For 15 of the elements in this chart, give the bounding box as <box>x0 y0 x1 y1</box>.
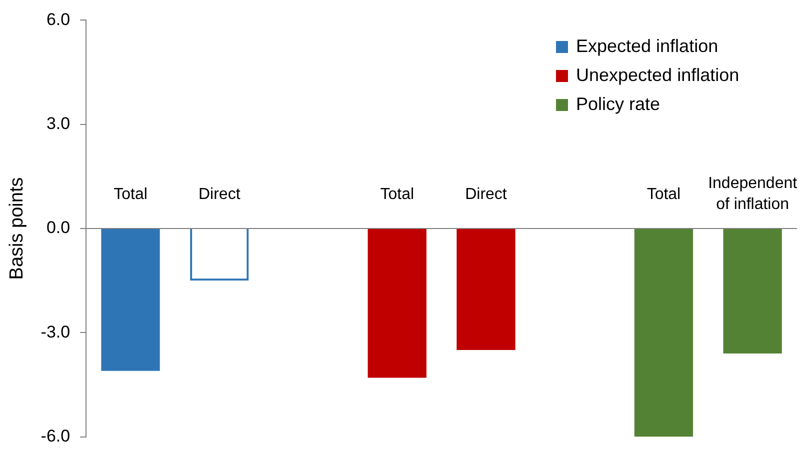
legend-label: Expected inflation <box>576 36 718 57</box>
x-tick-label: Total <box>380 186 414 203</box>
x-tick-label: Direct <box>465 186 508 203</box>
x-tick-label: Independent of inflation <box>708 174 798 213</box>
y-axis-title: Basis points <box>6 177 28 280</box>
x-tick-label: Total <box>114 186 148 203</box>
y-tick-label: 3.0 <box>46 114 70 134</box>
y-tick-label: 6.0 <box>46 10 70 29</box>
legend-label: Unexpected inflation <box>576 65 740 86</box>
legend-label: Policy rate <box>576 94 660 115</box>
x-tick-label: Total <box>646 186 681 203</box>
y-tick-label: -6.0 <box>40 426 70 446</box>
y-tick-label: 0.0 <box>46 218 70 238</box>
x-tick-label: Direct <box>198 186 241 203</box>
y-tick-label: -3.0 <box>40 322 70 342</box>
